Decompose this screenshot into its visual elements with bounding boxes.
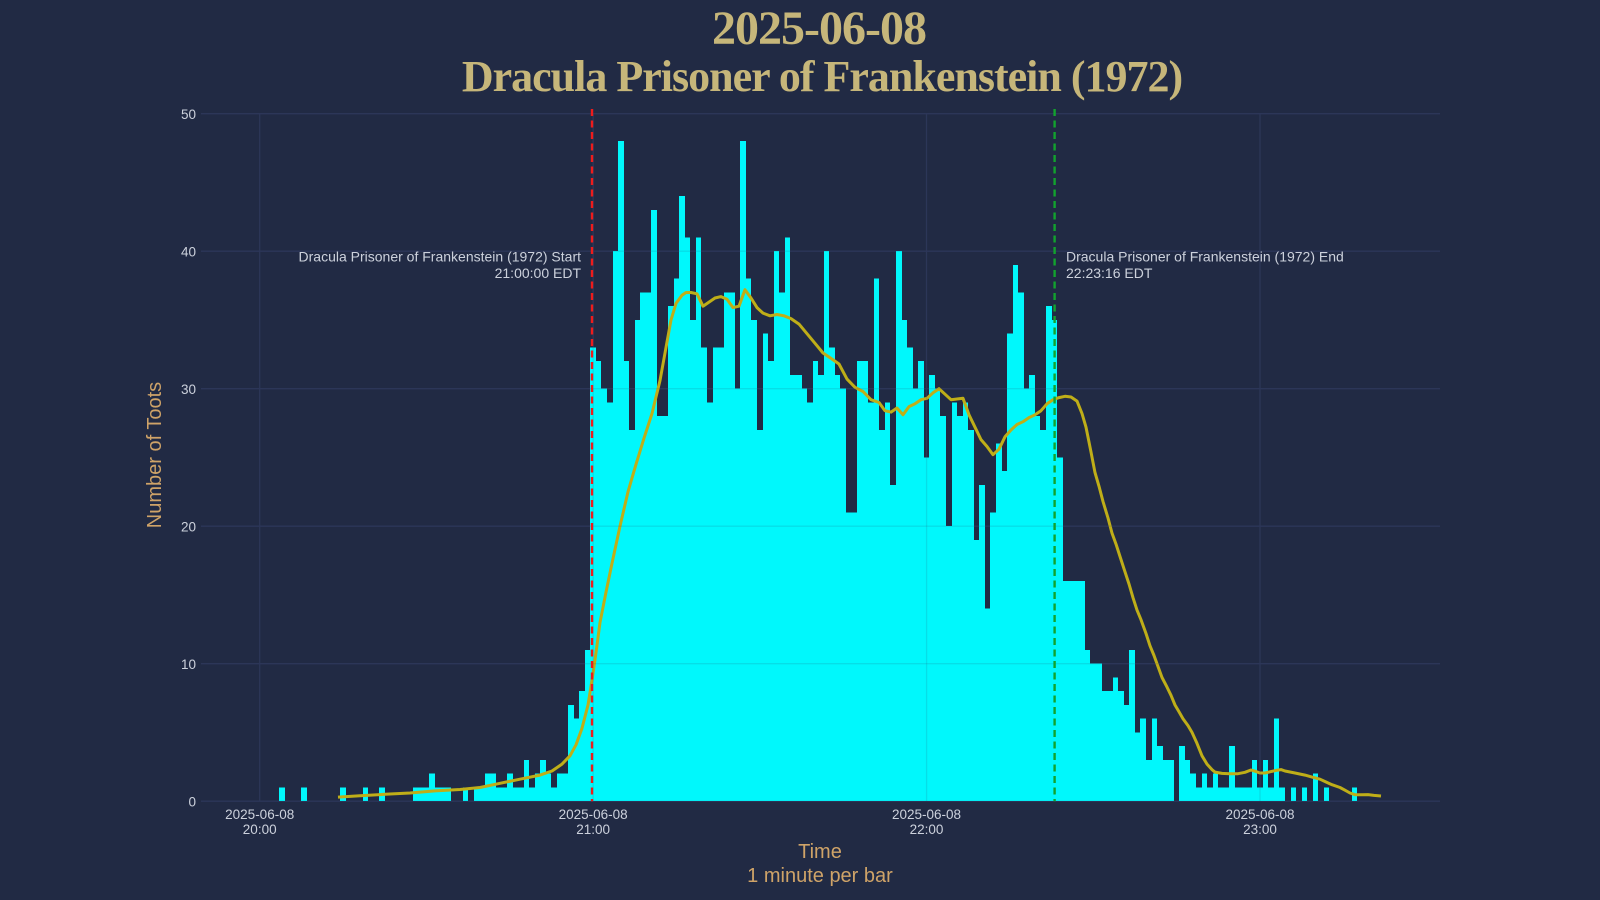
svg-text:30: 30 <box>181 382 196 397</box>
svg-text:20: 20 <box>181 520 196 535</box>
svg-text:Dracula Prisoner of Frankenste: Dracula Prisoner of Frankenstein (1972) <box>462 52 1182 101</box>
svg-text:50: 50 <box>181 107 196 122</box>
svg-text:2025-06-08: 2025-06-08 <box>712 2 926 55</box>
svg-text:21:00: 21:00 <box>576 822 610 837</box>
svg-text:21:00:00 EDT: 21:00:00 EDT <box>495 265 582 281</box>
svg-text:10: 10 <box>181 657 196 672</box>
svg-text:23:00: 23:00 <box>1243 822 1277 837</box>
svg-text:22:00: 22:00 <box>910 822 944 837</box>
svg-text:Number of Toots: Number of Toots <box>144 382 166 528</box>
svg-text:20:00: 20:00 <box>243 822 277 837</box>
svg-text:2025-06-08: 2025-06-08 <box>225 807 294 822</box>
svg-text:0: 0 <box>188 795 196 810</box>
svg-text:2025-06-08: 2025-06-08 <box>892 807 961 822</box>
svg-text:Dracula Prisoner of Frankenste: Dracula Prisoner of Frankenstein (1972) … <box>1066 249 1344 265</box>
svg-text:Time: Time <box>798 841 842 863</box>
svg-text:40: 40 <box>181 245 196 260</box>
svg-text:1 minute per bar: 1 minute per bar <box>747 865 893 887</box>
svg-text:22:23:16 EDT: 22:23:16 EDT <box>1066 265 1153 281</box>
svg-text:2025-06-08: 2025-06-08 <box>1225 807 1294 822</box>
svg-text:2025-06-08: 2025-06-08 <box>559 807 628 822</box>
svg-text:Dracula Prisoner of Frankenste: Dracula Prisoner of Frankenstein (1972) … <box>299 249 582 265</box>
